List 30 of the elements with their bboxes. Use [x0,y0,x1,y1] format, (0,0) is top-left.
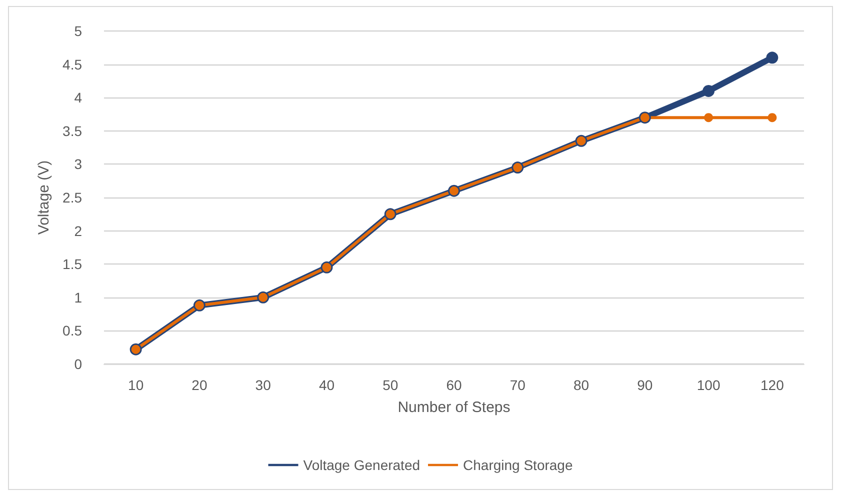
x-tick-label: 40 [318,377,335,393]
x-tick-label: 10 [128,377,144,393]
x-tick-label: 60 [446,377,462,393]
y-tick-label: 2 [74,222,82,239]
x-tick-label: 70 [510,377,526,393]
point [768,113,777,122]
x-tick-label: 120 [760,377,784,393]
x-tick-label: 90 [637,377,653,393]
x-tick-label: 50 [382,377,398,393]
y-axis-title: Voltage (V) [36,160,53,235]
point [766,52,778,64]
point [704,113,714,122]
y-tick-label: 4 [74,90,82,106]
x-tick-label: 20 [192,377,208,393]
x-tick-label: 100 [696,377,720,393]
y-tick-label: 2.5 [62,190,82,206]
y-tick-label: 4.5 [62,56,82,72]
point [702,84,715,97]
x-tick-label: 30 [255,377,272,393]
y-tick-label: 0.5 [62,322,82,339]
y-tick-label: 0 [74,356,82,372]
legend-label: Charging Storage [463,457,573,473]
x-axis-title: Number of Steps [398,399,510,416]
y-tick-label: 1 [74,289,82,306]
legend-label: Voltage Generated [303,457,420,473]
y-tick-label: 3 [74,156,82,172]
x-tick-label: 80 [573,377,590,393]
y-tick-label: 3.5 [62,122,82,139]
y-tick-label: 5 [74,23,82,39]
y-tick-label: 1.5 [62,256,82,272]
